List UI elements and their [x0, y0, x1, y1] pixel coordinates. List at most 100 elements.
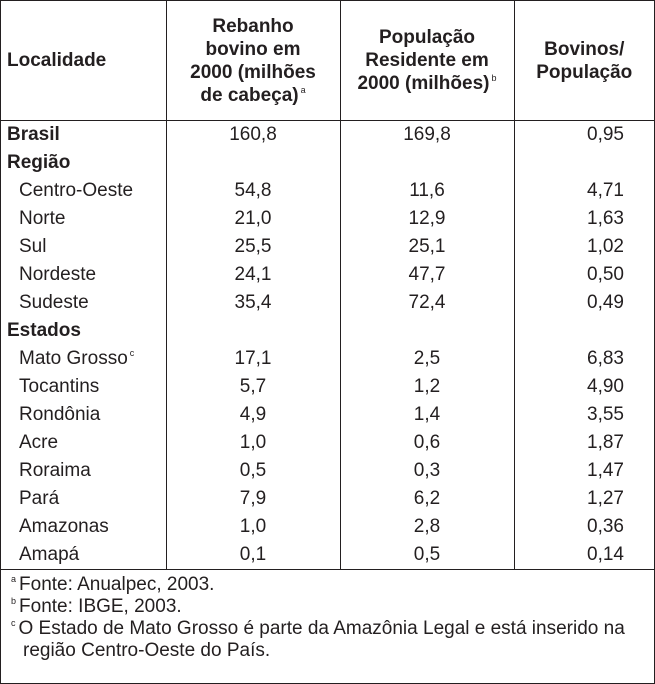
cell-populacao: 0,3 [340, 457, 515, 485]
table-row: Centro-Oeste 54,8 11,6 4,71 [1, 177, 654, 205]
cell-populacao: 47,7 [340, 261, 515, 289]
header-ratio: Bovinos/ População [514, 1, 654, 121]
cell-localidade: Sul [1, 233, 167, 261]
cell-rebanho [166, 317, 341, 345]
cell-populacao: 0,5 [340, 541, 515, 570]
localidade-label: Roraima [19, 460, 91, 481]
cell-localidade: Amapá [1, 541, 167, 570]
header-localidade: Localidade [1, 1, 167, 121]
cell-ratio: 0,14 [514, 541, 654, 570]
footnotes: a Fonte: Anualpec, 2003. b Fonte: IBGE, 200… [1, 570, 654, 662]
table-row: Mato Grosso c 17,1 2,5 6,83 [1, 345, 654, 373]
localidade-label: Amazonas [19, 516, 109, 537]
localidade-label: Rondônia [19, 404, 101, 425]
table-row: Roraima 0,5 0,3 1,47 [1, 457, 654, 485]
table-row: Amazonas 1,0 2,8 0,36 [1, 513, 654, 541]
table-row: Tocantins 5,7 1,2 4,90 [1, 373, 654, 401]
cell-rebanho: 24,1 [166, 261, 341, 289]
cell-localidade: Tocantins [1, 373, 167, 401]
cell-rebanho: 5,7 [166, 373, 341, 401]
footnote-b: b Fonte: IBGE, 2003. [11, 596, 643, 618]
header-rebanho-line-2: bovino em [205, 38, 301, 60]
cell-rebanho: 0,5 [166, 457, 341, 485]
footnote-text: O Estado de Mato Grosso é parte da Amazô… [18, 618, 625, 661]
localidade-label: Estados [7, 320, 81, 341]
header-rebanho-line-4: de cabeça) [200, 84, 299, 106]
cell-localidade: Nordeste [1, 261, 167, 289]
cell-ratio: 0,95 [587, 124, 624, 145]
table-row: Sul 25,5 25,1 1,02 [1, 233, 654, 261]
table-body: Brasil 160,8 169,8 0,95 Região Centro-Oeste 54… [1, 120, 654, 570]
cell-ratio: 1,27 [587, 488, 624, 509]
cell-rebanho: 0,1 [166, 541, 341, 570]
table-header-row: Localidade Rebanho bovino em 2000 (milhõ… [1, 1, 654, 121]
header-rebanho: Rebanho bovino em 2000 (milhões de cabeç… [166, 1, 341, 121]
cell-ratio: 6,83 [587, 348, 624, 369]
localidade-label: Acre [19, 432, 59, 453]
cell-rebanho: 1,0 [166, 429, 341, 457]
cell-populacao: 11,6 [340, 177, 515, 205]
localidade-label: Sul [19, 236, 47, 257]
cell-populacao: 1,2 [340, 373, 515, 401]
cell-ratio: 4,90 [587, 376, 624, 397]
cell-populacao [340, 317, 515, 345]
cell-localidade: Brasil [1, 120, 167, 149]
header-rebanho-line-1: Rebanho [212, 15, 294, 37]
cell-populacao: 25,1 [340, 233, 515, 261]
table-row: Norte 21,0 12,9 1,63 [1, 205, 654, 233]
cell-populacao [340, 149, 515, 177]
cell-rebanho: 4,9 [166, 401, 341, 429]
table-row: Pará 7,9 6,2 1,27 [1, 485, 654, 513]
localidade-label: Região [7, 152, 71, 173]
cell-populacao: 169,8 [340, 120, 515, 149]
cell-ratio: 0,49 [587, 292, 624, 313]
header-ratio-line-2: População [536, 61, 633, 83]
localidade-label: Brasil [7, 124, 60, 145]
footnote-mark-b: b [491, 73, 497, 83]
cell-rebanho [166, 149, 341, 177]
table-row: Sudeste 35,4 72,4 0,49 [1, 289, 654, 317]
cell-localidade: Roraima [1, 457, 167, 485]
cell-rebanho: 25,5 [166, 233, 341, 261]
header-populacao-line-2: Residente em [365, 50, 489, 71]
cell-rebanho: 21,0 [166, 205, 341, 233]
footnote-text: Fonte: Anualpec, 2003. [19, 574, 215, 595]
localidade-label: Nordeste [19, 264, 97, 285]
cell-ratio [514, 317, 654, 345]
cell-populacao: 2,5 [340, 345, 515, 373]
localidade-label: Norte [19, 208, 66, 229]
cell-ratio: 1,63 [587, 208, 624, 229]
cell-rebanho: 17,1 [166, 345, 341, 373]
footnote-a: a Fonte: Anualpec, 2003. [11, 574, 643, 596]
cell-rebanho: 1,0 [166, 513, 341, 541]
cell-localidade: Norte [1, 205, 167, 233]
cell-localidade: Acre [1, 429, 167, 457]
cell-populacao: 12,9 [340, 205, 515, 233]
bovine-population-table: Localidade Rebanho bovino em 2000 (milhõ… [1, 1, 654, 570]
cell-localidade: Mato Grosso c [1, 345, 167, 373]
localidade-label: Centro-Oeste [19, 180, 134, 201]
footnote-mark-a: a [300, 84, 306, 95]
table-row: Nordeste 24,1 47,7 0,50 [1, 261, 654, 289]
localidade-label: Sudeste [19, 292, 89, 313]
footnote-text: Fonte: IBGE, 2003. [19, 596, 182, 617]
cell-ratio [514, 149, 654, 177]
header-populacao-line-3: 2000 (milhões) [357, 73, 490, 94]
header-populacao-line-1: População [378, 27, 476, 48]
footnote-marker: b [11, 596, 17, 606]
cell-populacao: 1,4 [340, 401, 515, 429]
cell-localidade: Região [1, 149, 167, 177]
cell-ratio: 0,36 [587, 516, 624, 537]
localidade-label: Amapá [19, 544, 80, 565]
cell-ratio: 4,71 [587, 180, 624, 201]
header-rebanho-line-3: 2000 (milhões [190, 61, 316, 83]
cell-populacao: 2,8 [340, 513, 515, 541]
cell-populacao: 72,4 [340, 289, 515, 317]
header-populacao: População Residente em 2000 (milhões) b [340, 1, 515, 121]
cell-populacao: 6,2 [340, 485, 515, 513]
cell-ratio: 1,87 [587, 432, 624, 453]
header-ratio-line-1: Bovinos/ [544, 38, 625, 60]
cell-rebanho: 54,8 [166, 177, 341, 205]
cell-rebanho: 7,9 [166, 485, 341, 513]
table-section-row: Estados [1, 317, 654, 345]
